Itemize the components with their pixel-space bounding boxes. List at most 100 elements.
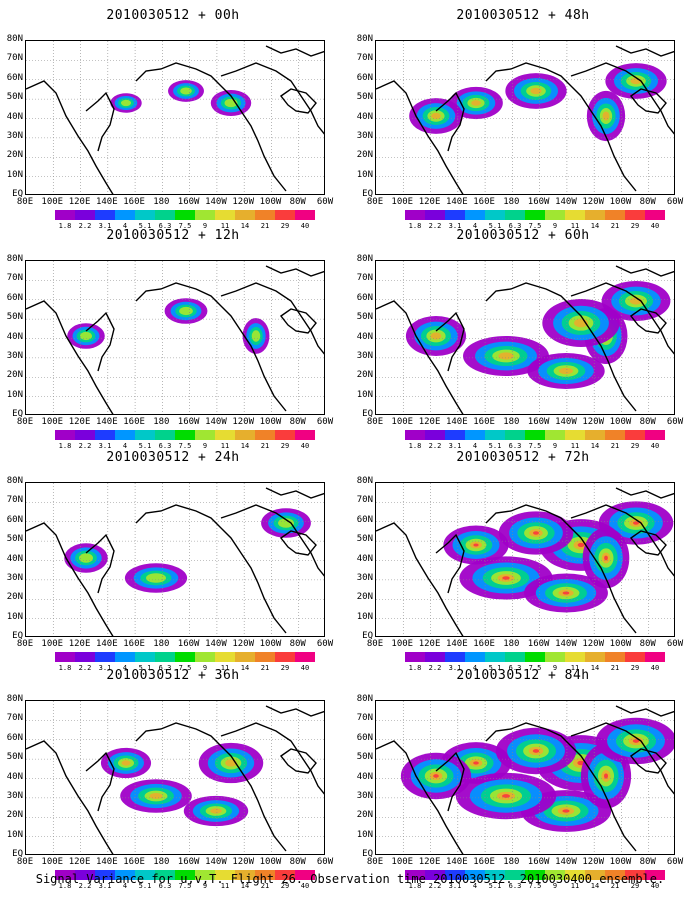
colorbar-label: 7.5 — [178, 664, 192, 672]
colorbar-swatch — [135, 870, 155, 880]
colorbar-label: 2.2 — [428, 882, 442, 890]
lon-label: 100W — [609, 857, 632, 867]
variance-region — [498, 352, 514, 360]
colorbar-label: 7.5 — [528, 442, 542, 450]
lon-label: 160W — [177, 197, 200, 207]
coastline — [485, 504, 637, 634]
lon-label: 120E — [68, 857, 91, 867]
lon-label: 80W — [639, 857, 656, 867]
lon-label: 140E — [95, 197, 118, 207]
colorbar-swatch — [625, 870, 645, 880]
colorbar-swatch — [115, 870, 135, 880]
colorbar-label: 4 — [122, 882, 128, 890]
map-canvas — [26, 483, 324, 636]
colorbar-swatch — [605, 652, 625, 662]
lon-label: 160E — [473, 197, 495, 207]
lon-label: 140E — [95, 857, 118, 867]
coastline — [279, 88, 317, 114]
colorbar-label: 11 — [570, 222, 580, 230]
lon-label: 100W — [259, 417, 282, 427]
colorbar-swatch — [465, 430, 485, 440]
coastline — [570, 722, 674, 795]
lon-label: 100W — [609, 639, 632, 649]
lon-label: 140W — [205, 197, 227, 207]
lon-label: 120W — [232, 197, 255, 207]
coastline — [279, 748, 317, 774]
lat-label: EQ — [362, 849, 373, 859]
colorbar-swatch — [405, 430, 425, 440]
colorbar-swatch — [445, 430, 465, 440]
lon-label: 140E — [445, 857, 468, 867]
colorbar — [405, 430, 665, 440]
lon-label: 60W — [666, 857, 684, 867]
coastline — [135, 62, 287, 192]
colorbar-swatch — [545, 870, 565, 880]
lon-label: 120E — [418, 857, 441, 867]
colorbar-label: 40 — [300, 882, 310, 890]
colorbar-swatch — [465, 210, 485, 220]
coastline — [85, 311, 115, 372]
colorbar-label: 6.3 — [158, 664, 172, 672]
colorbar-label: 3.1 — [448, 664, 462, 672]
panel-title: 2010030512 + 72h — [456, 450, 590, 465]
colorbar-label: 7.5 — [528, 222, 542, 230]
colorbar-swatch — [295, 652, 315, 662]
colorbar — [405, 210, 665, 220]
panel-title: 2010030512 + 84h — [456, 668, 590, 683]
lon-label: 180 — [153, 639, 170, 649]
colorbar — [405, 652, 665, 662]
variance-region — [602, 111, 610, 121]
coastline — [435, 751, 465, 812]
lat-label: 10N — [356, 829, 373, 840]
colorbar-label: 1.8 — [408, 222, 422, 230]
colorbar-swatch — [95, 652, 115, 662]
colorbar-label: 1.8 — [408, 664, 422, 672]
coastline — [26, 80, 114, 194]
colorbar-swatch — [425, 430, 445, 440]
lon-label: 60W — [316, 639, 334, 649]
coastline — [570, 504, 674, 577]
colorbar-label: 9 — [552, 882, 558, 890]
colorbar-label: 40 — [650, 882, 660, 890]
colorbar-label: 6.3 — [158, 442, 172, 450]
variance-region — [471, 100, 481, 106]
map-canvas — [26, 701, 324, 854]
variance-region — [501, 794, 511, 798]
lat-label: 50N — [356, 534, 373, 545]
colorbar-label: 9 — [552, 222, 558, 230]
lat-label: EQ — [362, 189, 373, 199]
colorbar-label: 5.1 — [138, 442, 152, 450]
colorbar-swatch — [275, 210, 295, 220]
colorbar-swatch — [215, 210, 235, 220]
colorbar-swatch — [445, 652, 465, 662]
lat-label: 50N — [356, 752, 373, 763]
lat-label: 30N — [6, 350, 23, 361]
lat-label: 80N — [6, 694, 23, 704]
lon-label: 120W — [582, 857, 605, 867]
colorbar-label: 11 — [570, 664, 580, 672]
colorbar-swatch — [505, 870, 525, 880]
colorbar-swatch — [605, 430, 625, 440]
lon-label: 180 — [153, 417, 170, 427]
panel-title: 2010030512 + 36h — [106, 668, 240, 683]
lat-label: 10N — [356, 611, 373, 622]
lon-label: 120W — [232, 417, 255, 427]
lon-label: 80W — [289, 857, 306, 867]
colorbar-swatch — [195, 870, 215, 880]
colorbar-swatch — [155, 430, 175, 440]
lon-label: 100E — [41, 857, 64, 867]
lon-label: 80W — [639, 197, 656, 207]
lat-label: 70N — [356, 495, 373, 506]
lon-label: 80E — [366, 639, 384, 649]
coastline — [220, 722, 324, 795]
coastline — [265, 487, 324, 499]
lon-label: 100W — [609, 197, 632, 207]
variance-region — [533, 531, 539, 535]
colorbar-swatch — [95, 430, 115, 440]
colorbar-label: 9 — [202, 882, 208, 890]
lat-label: 40N — [356, 553, 373, 564]
variance-region — [473, 761, 479, 765]
colorbar-label: 40 — [650, 664, 660, 672]
lat-label: 30N — [356, 572, 373, 583]
lon-label: 180 — [153, 857, 170, 867]
